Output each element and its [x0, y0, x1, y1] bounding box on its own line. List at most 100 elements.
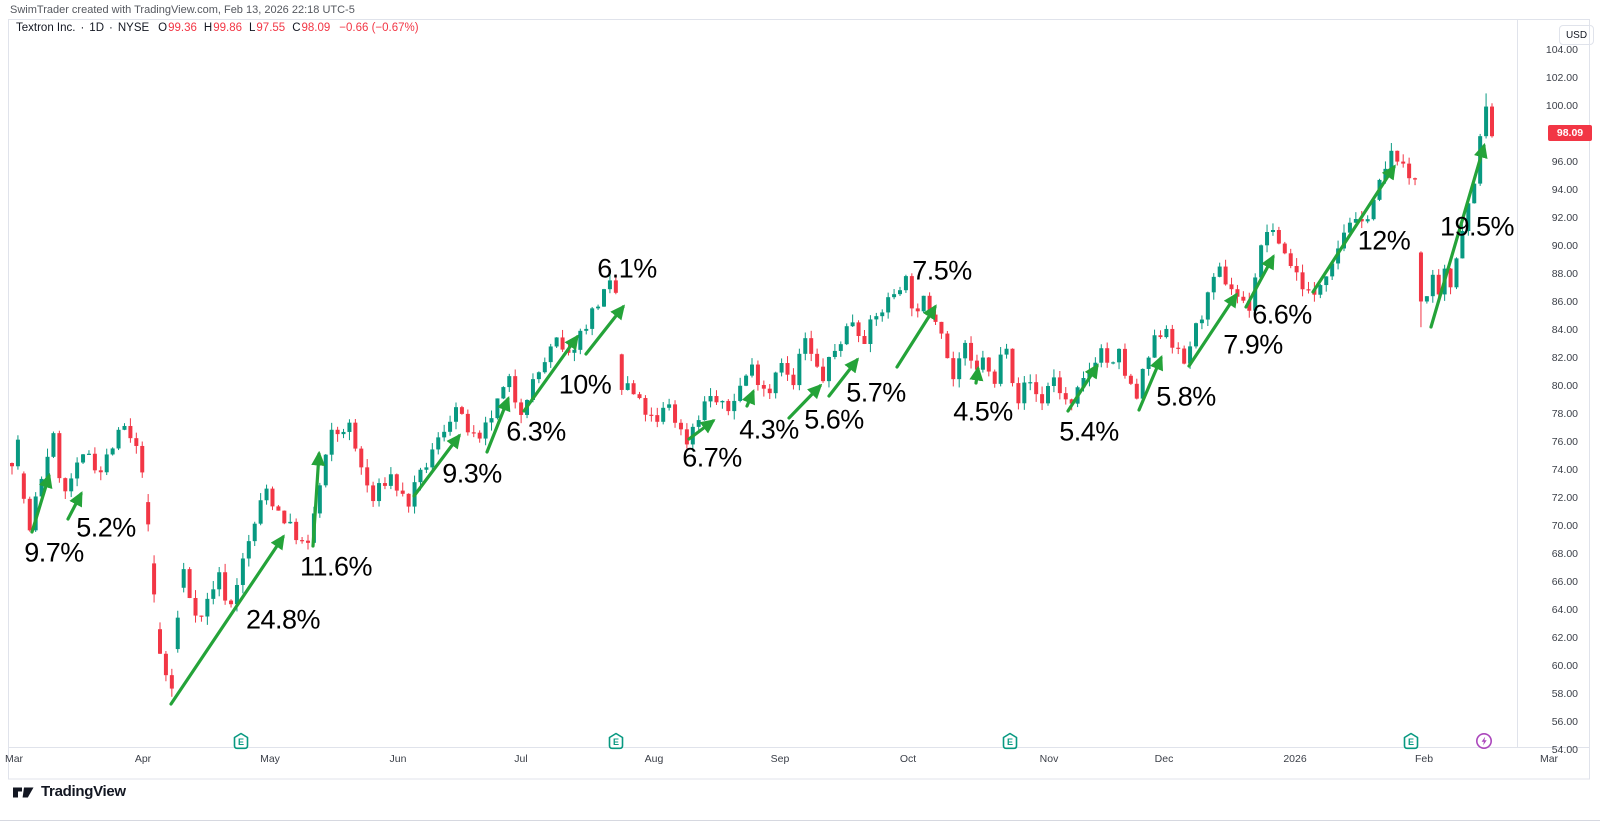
trend-arrow[interactable]: [1244, 254, 1275, 309]
percent-gain-label[interactable]: 6.7%: [682, 442, 742, 473]
candle-body: [607, 280, 612, 290]
percent-gain-label[interactable]: 6.1%: [597, 253, 657, 284]
candle-body: [430, 449, 435, 468]
percent-gain-label[interactable]: 24.8%: [245, 604, 321, 635]
candle-body: [767, 388, 772, 394]
candle-body: [146, 502, 151, 525]
candle-body: [75, 462, 80, 479]
percent-gain-label[interactable]: 5.4%: [1059, 416, 1119, 447]
candle-body: [880, 312, 885, 317]
percent-gain-label[interactable]: 7.5%: [912, 255, 972, 286]
trend-arrow[interactable]: [1066, 363, 1099, 413]
candle-body: [1324, 276, 1329, 286]
month-label: Jul: [514, 753, 528, 765]
percent-gain-label[interactable]: 12%: [1357, 225, 1411, 256]
trend-arrow[interactable]: [687, 419, 716, 441]
earnings-icon[interactable]: E: [607, 732, 625, 750]
earnings-icon[interactable]: E: [1402, 732, 1420, 750]
candle-body: [1152, 335, 1157, 358]
candle-body: [862, 336, 867, 344]
candle-body: [471, 432, 476, 434]
earnings-icon[interactable]: E: [1001, 732, 1019, 750]
percent-gain-label[interactable]: 11.6%: [299, 551, 373, 582]
candle-body: [459, 407, 464, 414]
trend-arrow[interactable]: [741, 389, 755, 408]
price-tick-label: 92.00: [1551, 212, 1578, 224]
month-label: Oct: [899, 753, 917, 765]
candle-body: [163, 653, 168, 676]
flash-event-icon[interactable]: [1475, 732, 1493, 750]
symbol-name: Textron Inc.: [16, 22, 76, 34]
trend-arrow[interactable]: [969, 365, 984, 385]
candle-body: [1194, 323, 1198, 347]
currency-toggle-button[interactable]: USD: [1559, 25, 1594, 45]
trend-arrow[interactable]: [827, 357, 859, 398]
trend-arrow[interactable]: [169, 534, 285, 706]
candle-body: [542, 362, 547, 373]
percent-gain-label[interactable]: 19.5%: [1439, 211, 1515, 242]
candle-body: [205, 598, 210, 617]
price-tick-label: 88.00: [1551, 268, 1578, 280]
percent-gain-label[interactable]: 4.3%: [739, 414, 799, 445]
trend-arrow[interactable]: [1429, 142, 1488, 329]
trend-arrow[interactable]: [1187, 292, 1238, 368]
attribution-text: SwimTrader created with TradingView.com,…: [10, 4, 355, 16]
percent-gain-label[interactable]: 6.6%: [1252, 299, 1312, 330]
trend-arrow[interactable]: [412, 433, 461, 498]
percent-gain-label[interactable]: 5.8%: [1156, 381, 1216, 412]
candle-body: [572, 349, 577, 353]
candle-body: [1057, 377, 1062, 394]
low-value: 97.55: [256, 22, 286, 34]
percent-gain-label[interactable]: 5.2%: [76, 512, 136, 543]
percent-gain-label[interactable]: 10%: [558, 369, 612, 400]
trend-arrow[interactable]: [787, 383, 823, 420]
candle-body: [898, 290, 902, 295]
candle-body: [619, 354, 624, 390]
candle-body: [1430, 274, 1435, 297]
percent-gain-label[interactable]: 4.5%: [953, 396, 1013, 427]
candle-body: [714, 396, 719, 403]
candle-body: [803, 338, 808, 354]
candle-body: [637, 394, 642, 399]
candle-body: [649, 414, 654, 416]
trend-arrow[interactable]: [522, 334, 579, 413]
trend-arrow[interactable]: [1311, 164, 1396, 294]
percent-gain-label[interactable]: 9.7%: [24, 537, 84, 568]
candle-body: [755, 364, 760, 386]
trend-arrow[interactable]: [66, 491, 83, 521]
candle-body: [631, 383, 636, 395]
candle-body: [98, 470, 103, 473]
bottom-divider: [0, 820, 1600, 821]
trend-arrow[interactable]: [485, 396, 511, 454]
earnings-icon[interactable]: E: [232, 732, 250, 750]
percent-gain-label[interactable]: 6.3%: [506, 416, 566, 447]
trend-arrow[interactable]: [895, 304, 937, 369]
price-tick-label: 74.00: [1551, 464, 1578, 476]
percent-gain-label[interactable]: 5.7%: [846, 377, 906, 408]
tradingview-logo[interactable]: TradingView: [12, 783, 126, 800]
candle-body: [1051, 377, 1056, 386]
candle-body: [536, 372, 541, 380]
change-value: −0.66 (−0.67%): [339, 22, 419, 34]
trend-arrow[interactable]: [30, 472, 53, 534]
trend-arrow[interactable]: [584, 304, 625, 356]
candle-body: [282, 510, 287, 524]
candle-body: [1418, 252, 1423, 302]
candle-body: [1176, 347, 1181, 349]
candle-body: [1199, 319, 1204, 324]
trend-arrow[interactable]: [1137, 355, 1163, 412]
trend-arrow[interactable]: [311, 450, 326, 548]
candle-body: [998, 354, 1003, 384]
candle-body: [921, 295, 926, 312]
candle-body: [939, 321, 944, 334]
candle-body: [193, 598, 198, 616]
percent-gain-label[interactable]: 9.3%: [442, 458, 502, 489]
percent-gain-label[interactable]: 7.9%: [1223, 329, 1283, 360]
candle-body: [643, 398, 648, 415]
symbol-legend[interactable]: Textron Inc. · 1D · NYSE O99.36 H99.86 L97.55 C9…: [16, 22, 419, 34]
candle-body: [1330, 263, 1335, 277]
legend-separator: ·: [109, 22, 113, 34]
candle-body: [1028, 382, 1033, 384]
percent-gain-label[interactable]: 5.6%: [804, 404, 864, 435]
